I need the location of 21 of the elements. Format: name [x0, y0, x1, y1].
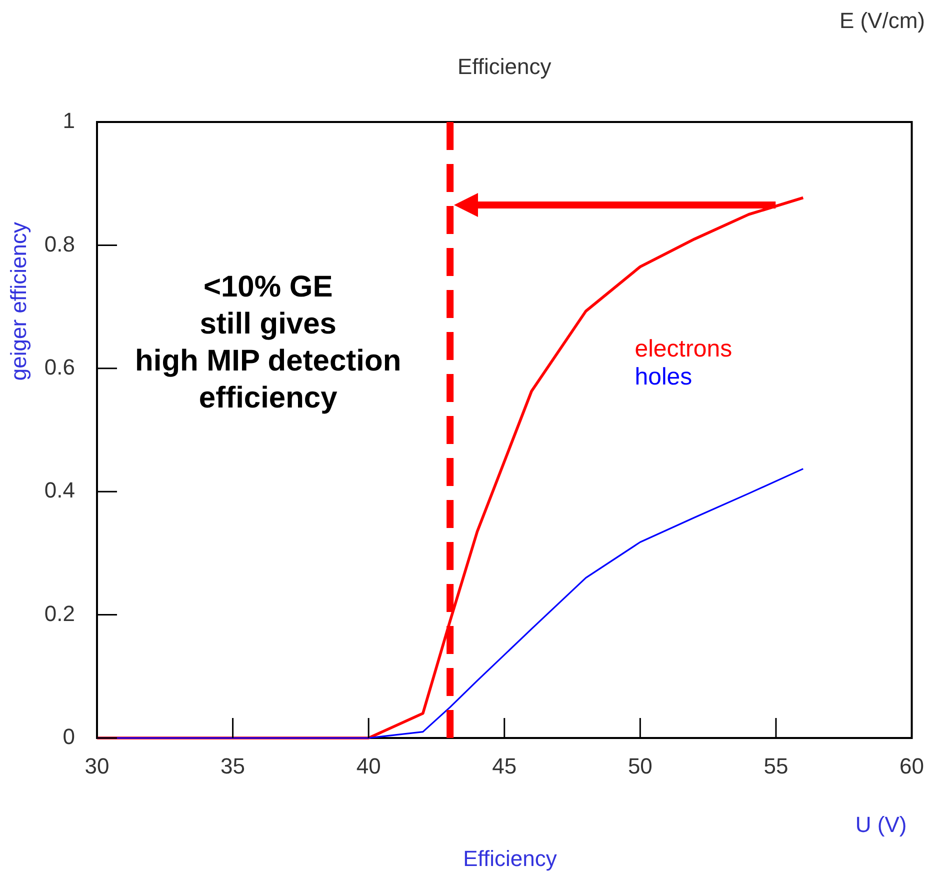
x-tick-label: 60: [900, 753, 924, 778]
y-tick-label: 0: [62, 724, 75, 750]
text: Efficiency: [463, 846, 557, 872]
text: E (V/cm): [839, 8, 925, 34]
y-axis-title: geiger efficiency: [6, 222, 32, 381]
x-axis-title: U (V): [855, 812, 907, 838]
y-tick-label: 0.6: [44, 354, 75, 380]
annotation: <10% GE still gives high MIP detection efficiency: [135, 270, 402, 415]
text: holes: [634, 364, 692, 391]
y-tick-label: 0.2: [44, 600, 75, 626]
x-tick-label: 55: [764, 753, 788, 778]
x-tick-label: 35: [220, 753, 246, 778]
x-tick-label: 40: [356, 753, 381, 778]
x-tick-label: 30: [84, 753, 110, 778]
y-tick-label: 1: [62, 108, 75, 134]
x-tick-label: 45: [492, 753, 517, 778]
text: electrons: [634, 336, 732, 363]
x-tick-label: 50: [628, 753, 652, 778]
y-tick-label: 0.8: [44, 231, 75, 256]
chart-title: Efficiency: [458, 54, 552, 80]
y-tick-label: 0.4: [44, 478, 75, 503]
